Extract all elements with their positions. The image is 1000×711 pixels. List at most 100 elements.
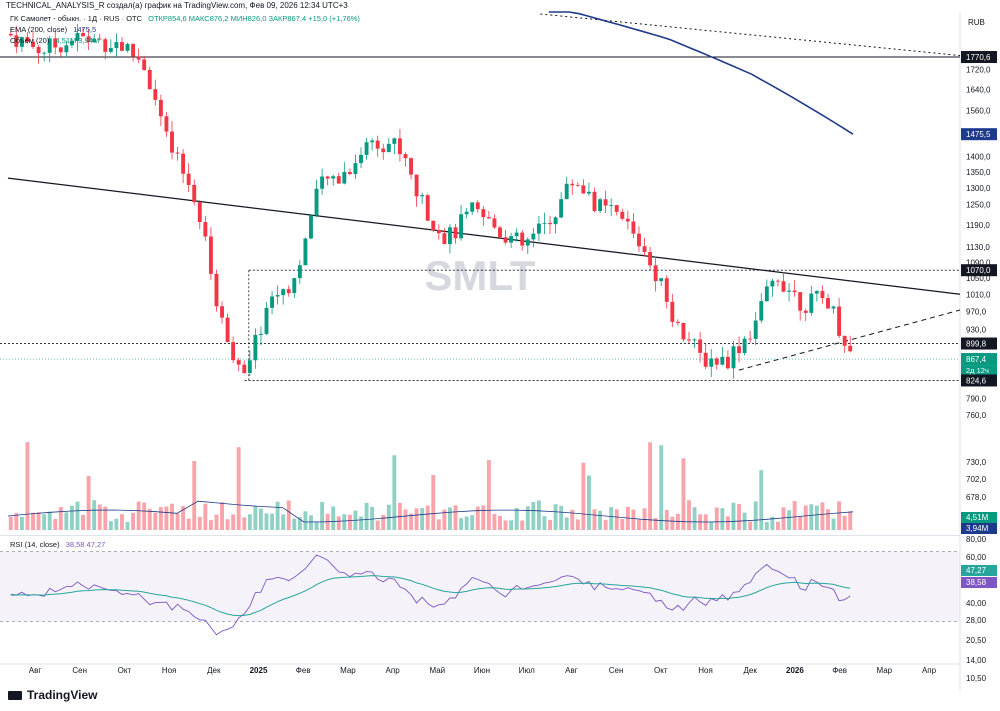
- volume-bar: [837, 501, 842, 530]
- legend-volume-row[interactable]: Объём (20) 4,51M 3,94M: [10, 36, 99, 46]
- volume-bar: [842, 515, 847, 530]
- candle-body: [186, 173, 191, 185]
- candle-body: [220, 306, 224, 318]
- candle-body: [75, 33, 80, 41]
- volume-bar: [286, 500, 291, 530]
- symbol-title[interactable]: ГК Самолет - обыкн. · 1Д · RUS · OTC: [10, 14, 143, 23]
- volume-bar: [275, 501, 280, 530]
- volume-bar: [97, 504, 102, 530]
- candle-body: [520, 232, 525, 246]
- horizontal-levels: [0, 56, 960, 381]
- candle-body: [781, 281, 786, 292]
- chart-header: TECHNICAL_ANALYSIS_R создал(а) график на…: [0, 0, 1000, 12]
- volume-bar: [781, 507, 786, 530]
- rsi-tick-label: 80,00: [966, 535, 987, 544]
- candle-body: [242, 364, 247, 373]
- volume-bar: [709, 521, 714, 530]
- candle-body: [564, 183, 569, 200]
- time-tick-label: Сен: [609, 666, 624, 675]
- candle-body: [453, 227, 458, 239]
- candle-body: [8, 33, 13, 36]
- candle-body: [331, 176, 336, 179]
- candle-body: [703, 352, 708, 367]
- tradingview-logo-icon: [8, 691, 22, 701]
- candle-body: [225, 317, 230, 343]
- candle-body: [831, 306, 836, 309]
- candle-body: [103, 39, 108, 52]
- rsi-pane: [10, 554, 851, 636]
- candle-body: [609, 205, 614, 206]
- price-tick-label: 1190,0: [966, 221, 990, 230]
- tradingview-logo[interactable]: TradingView: [8, 688, 97, 702]
- volume-bar: [770, 516, 775, 530]
- candle-body: [359, 154, 363, 164]
- volume-bar: [69, 505, 74, 530]
- volume-bar: [581, 462, 586, 530]
- price-tag-bg: [961, 365, 997, 377]
- legend-ema-row[interactable]: EMA (200, close) 1475,5: [10, 25, 96, 35]
- volume-bar: [720, 508, 725, 530]
- rsi-tag-bg: [961, 577, 997, 588]
- trendline: [540, 13, 961, 57]
- time-tick-label: Дек: [207, 666, 221, 675]
- candle-body: [536, 223, 541, 234]
- candle-body: [492, 218, 497, 228]
- volume-bar: [553, 504, 558, 530]
- candle-body: [637, 233, 641, 247]
- volume-bar: [598, 510, 603, 530]
- volume-bar: [614, 509, 619, 530]
- volume-bar: [303, 511, 308, 530]
- candle-body: [425, 195, 430, 221]
- volume-bar: [214, 514, 219, 530]
- volume-bar: [570, 509, 575, 530]
- legend-rsi-row[interactable]: RSI (14, close) 38,58 47,27: [10, 540, 105, 550]
- time-tick-label: 2025: [250, 666, 268, 675]
- volume-bar: [514, 508, 519, 530]
- candle-body: [486, 217, 491, 219]
- candle-body: [826, 297, 830, 309]
- volume-bar: [486, 460, 491, 530]
- volume-bar: [748, 521, 753, 530]
- volume-bar: [637, 519, 641, 530]
- rsi-tag-bg: [961, 565, 997, 576]
- price-tag-bg: [961, 51, 997, 64]
- volume-tag-label: 4,51M: [966, 513, 989, 522]
- candle-body: [842, 335, 847, 346]
- volume-bar: [586, 475, 591, 530]
- rsi-tick-label: 28,00: [966, 616, 987, 625]
- price-tick-label: 790,0: [966, 395, 987, 404]
- time-tick-label: Фев: [832, 666, 847, 675]
- candle-body: [498, 227, 502, 238]
- volume-bar: [787, 510, 792, 530]
- volume-bar: [8, 516, 13, 530]
- candle-body: [108, 48, 113, 52]
- candle-body: [131, 44, 136, 57]
- volume-bar: [208, 520, 213, 530]
- rsi-tick-label: 40,00: [966, 599, 987, 608]
- candle-body: [681, 322, 686, 340]
- candle-body: [147, 69, 152, 90]
- volume-bar: [659, 445, 664, 530]
- time-tick-label: Авг: [29, 666, 42, 675]
- candle-body: [286, 289, 291, 294]
- candle-body: [586, 191, 591, 194]
- volume-bar: [153, 512, 158, 530]
- candle-body: [792, 290, 797, 293]
- volume-bar: [364, 502, 369, 530]
- rsi-band: [0, 551, 960, 622]
- volume-bar: [58, 507, 63, 530]
- volume-bar: [197, 516, 202, 530]
- volume-bar: [620, 518, 625, 530]
- candle-body: [258, 333, 263, 335]
- candle-body: [675, 321, 680, 323]
- candle-body: [631, 221, 636, 234]
- candle-body: [809, 293, 814, 313]
- volume-bar: [25, 442, 30, 530]
- volume-bar: [19, 516, 24, 530]
- currency-label: RUB: [968, 18, 985, 27]
- price-tick-label: 930,0: [966, 326, 987, 335]
- time-tick-label: Фев: [296, 666, 311, 675]
- volume-bar: [809, 504, 814, 530]
- candles: [8, 24, 853, 379]
